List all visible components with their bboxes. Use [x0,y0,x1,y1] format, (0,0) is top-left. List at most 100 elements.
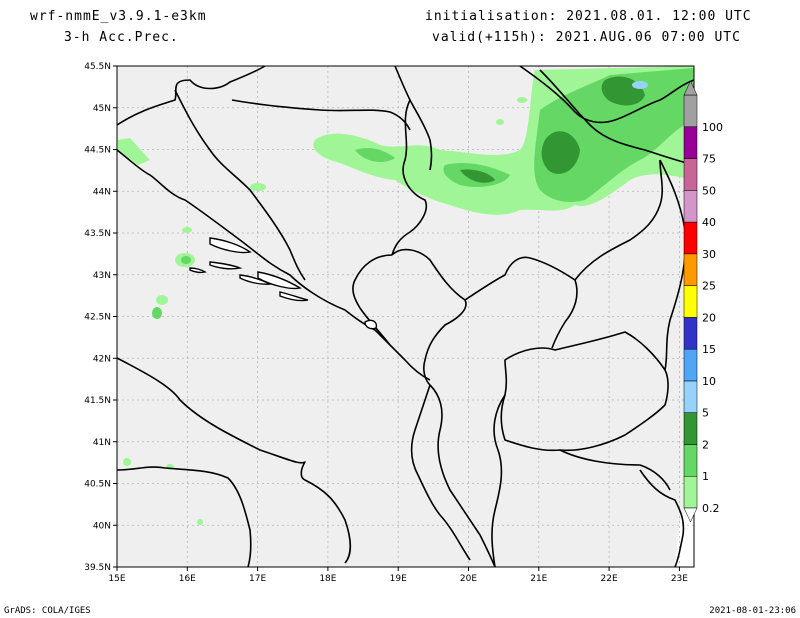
north-coast [519,65,695,124]
lat-label: 40N [93,521,111,531]
greece-border [559,449,671,491]
precip-area [355,147,395,162]
colorbar-swatch [683,444,698,477]
lon-label: 15E [108,574,125,584]
colorbar-swatch [683,221,698,255]
precip-area [460,169,495,183]
colorbar-swatch [683,253,698,286]
colorbar-swatch [683,126,698,159]
island [209,261,243,270]
colorbar-swatch [683,158,698,191]
init-time: initialisation: 2021.08.01. 12:00 UTC [425,9,752,24]
colorbar-swatch [683,94,698,128]
precip-area [496,119,504,125]
colorbar-label: 15 [702,343,716,356]
precip-area [632,81,648,89]
lon-label: 18E [319,574,336,584]
precip-area [118,138,150,165]
italy-coast-south [116,466,252,568]
precip-area [123,458,131,466]
albania-border [429,384,496,568]
colorbar-label: 30 [702,248,716,261]
valid-time: valid(+115h): 2021.AUG.06 07:00 UTC [432,30,741,45]
serbia-montenegro-border [391,248,467,386]
lat-label: 42N [93,354,111,364]
island [209,237,252,254]
field-name: 3-h Acc.Prec. [64,30,179,45]
colorbar-swatch [683,348,698,382]
lat-label: 41.5N [84,396,111,406]
croatia-border [116,65,266,126]
lat-label: 43N [93,271,111,281]
precip-area [152,307,162,319]
lon-label: 16E [179,574,196,584]
islands [189,237,378,330]
lat-label: 45.5N [84,62,111,72]
colorbar-cap [683,80,698,96]
coastlines-borders [116,65,695,568]
precip-area [181,256,191,264]
colorbar-label: 75 [702,153,716,166]
macedonia-border [500,331,669,452]
colorbar-label: 5 [702,407,709,420]
colorbar-swatch [683,475,698,509]
lon-label: 20E [460,574,477,584]
lat-label: 44N [93,187,111,197]
lat-label: 45N [93,104,111,114]
bosnia-serbia-border [391,99,428,256]
lat-label: 40.5N [84,480,111,490]
island [279,291,309,302]
precip-area [517,97,527,103]
colorbar-swatch [683,285,698,318]
lat-label: 44.5N [84,146,111,156]
lat-label: 43.5N [84,229,111,239]
colorbar-label: 25 [702,280,716,293]
precip-area [156,295,168,305]
danube-border [539,69,695,166]
serbia-bulgaria-border [574,159,663,281]
bay-kotor [364,319,378,330]
kosovo-border [464,256,578,349]
precip-area [182,227,192,233]
colorbar-label: 100 [702,121,723,134]
colorbar-label: 20 [702,311,716,324]
precip-area [250,183,266,191]
lon-label: 21E [530,574,547,584]
colorbar-swatch [683,317,698,350]
precip-area [197,519,203,525]
italy-coast [116,357,352,564]
axis-ticks: 45.5N 45N 44.5N 44N 43.5N 43N 42.5N 42N 41.5N 41N… [84,62,688,584]
albania-coast [410,384,471,561]
bulgaria-border [659,159,687,371]
lon-label: 23E [671,574,688,584]
colorbar-swatch [683,380,698,413]
lat-label: 41N [93,438,111,448]
greece-coast [639,469,685,568]
island [239,274,273,285]
precip-area [541,131,580,174]
lon-label: 22E [601,574,618,584]
island [189,267,207,274]
sava-border [231,99,411,131]
adriatic-coast [116,149,431,381]
lon-label: 17E [249,574,266,584]
croatia-hungary-border [394,65,433,171]
lat-label: 39.5N [84,563,111,573]
credit: GrADS: COLA/IGES [4,606,91,616]
albania-east-border [491,394,506,568]
timestamp: 2021-08-01-23:06 [709,606,796,616]
colorbar-label: 0.2 [702,502,720,515]
bosnia-north-border [174,89,306,281]
colorbar-label: 50 [702,184,716,197]
colorbar-swatch [683,190,698,223]
colorbar-label: 40 [702,216,716,229]
lat-label: 42.5N [84,313,111,323]
colorbar-swatch [683,412,698,445]
model-name: wrf-nmmE_v3.9.1-e3km [30,9,207,24]
colorbar-label: 2 [702,438,709,451]
colorbar-label: 1 [702,470,709,483]
colorbar-label: 10 [702,375,716,388]
lon-label: 19E [390,574,407,584]
